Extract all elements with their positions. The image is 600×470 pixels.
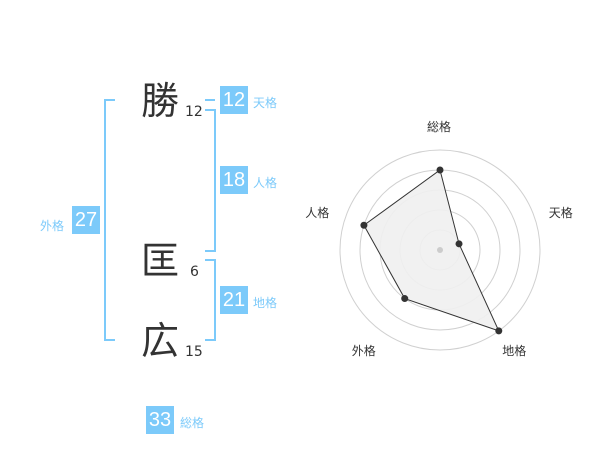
character-3: 広 (141, 319, 180, 363)
gaikaku-value: 27 (72, 206, 100, 234)
radar-axis-label: 地格 (502, 344, 527, 359)
radar-point (436, 166, 444, 174)
tenkaku-label: 天格 (253, 96, 278, 110)
radar-point (360, 221, 368, 229)
soukaku-label: 総格 (180, 416, 205, 430)
jinkaku-label: 人格 (253, 176, 278, 190)
chikaku-bracket (205, 259, 216, 341)
tenkaku-value: 12 (220, 86, 248, 114)
soukaku-value: 33 (146, 406, 174, 434)
radar-area (363, 169, 500, 332)
radar-axis-label: 天格 (548, 205, 573, 220)
stroke-count-3: 15 (185, 344, 203, 360)
radar-axis-label: 外格 (351, 344, 376, 359)
gaikaku-bracket (104, 99, 115, 341)
radar-center (437, 247, 443, 253)
radar-axis-label: 総格 (427, 120, 452, 134)
stroke-count-2: 6 (190, 264, 199, 280)
radar-point (455, 240, 463, 248)
chikaku-value: 21 (220, 286, 248, 314)
radar-point (401, 295, 409, 303)
gaikaku-label: 外格 (40, 219, 65, 233)
tenkaku-bracket (205, 99, 215, 101)
character-2: 匡 (141, 239, 180, 283)
jinkaku-bracket (205, 109, 216, 252)
chikaku-label: 地格 (253, 296, 278, 310)
character-1: 勝 (141, 79, 180, 123)
radar-point (495, 327, 503, 335)
stroke-count-1: 12 (185, 104, 203, 120)
radar-grid-ring (339, 149, 541, 351)
jinkaku-value: 18 (220, 166, 248, 194)
radar-axis-label: 人格 (305, 205, 330, 220)
